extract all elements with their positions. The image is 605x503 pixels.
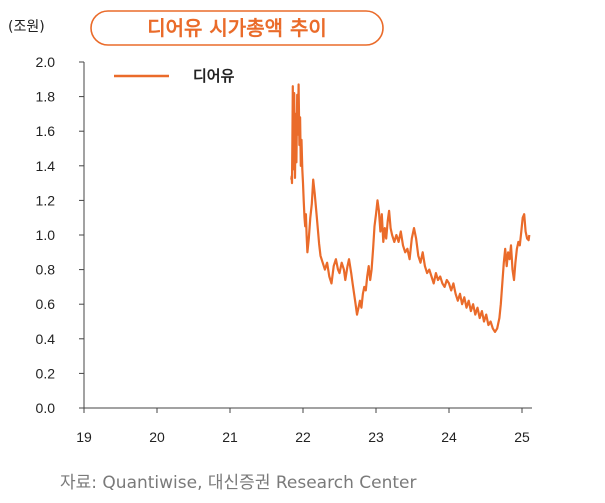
y-tick-label: 0.6 (36, 296, 56, 312)
x-tick-label: 22 (295, 429, 311, 445)
x-tick-label: 23 (368, 429, 384, 445)
y-axis-ticks: 2.0 1.8 1.6 1.4 1.2 1.0 0.8 0.6 0.4 0.2 0.0 (36, 54, 84, 416)
y-tick-label: 1.6 (36, 123, 56, 139)
y-tick-label: 0.8 (36, 262, 56, 278)
y-tick-label: 0.2 (36, 365, 56, 381)
source-note: 자료: Quantiwise, 대신증권 Research Center (60, 473, 416, 493)
x-tick-label: 21 (222, 429, 238, 445)
legend-label: 디어유 (193, 67, 235, 85)
y-tick-label: 0.0 (36, 400, 56, 416)
chart-title: 디어유 시가총액 추이 (147, 16, 327, 40)
x-tick-label: 20 (149, 429, 165, 445)
y-tick-label: 1.0 (36, 227, 56, 243)
series-line-deeryou (290, 83, 531, 333)
y-unit-label: (조원) (8, 19, 45, 35)
y-tick-label: 1.4 (36, 158, 56, 174)
y-tick-label: 1.8 (36, 89, 56, 105)
x-tick-label: 19 (76, 429, 92, 445)
x-tick-label: 25 (514, 429, 530, 445)
y-tick-label: 0.4 (36, 331, 56, 347)
y-tick-label: 1.2 (36, 192, 56, 208)
legend: 디어유 (114, 67, 235, 85)
x-tick-label: 24 (441, 429, 457, 445)
y-tick-label: 2.0 (36, 54, 56, 70)
x-axis-ticks: 19 20 21 22 23 24 25 (76, 408, 530, 445)
chart-title-box: 디어유 시가총액 추이 (90, 10, 384, 46)
